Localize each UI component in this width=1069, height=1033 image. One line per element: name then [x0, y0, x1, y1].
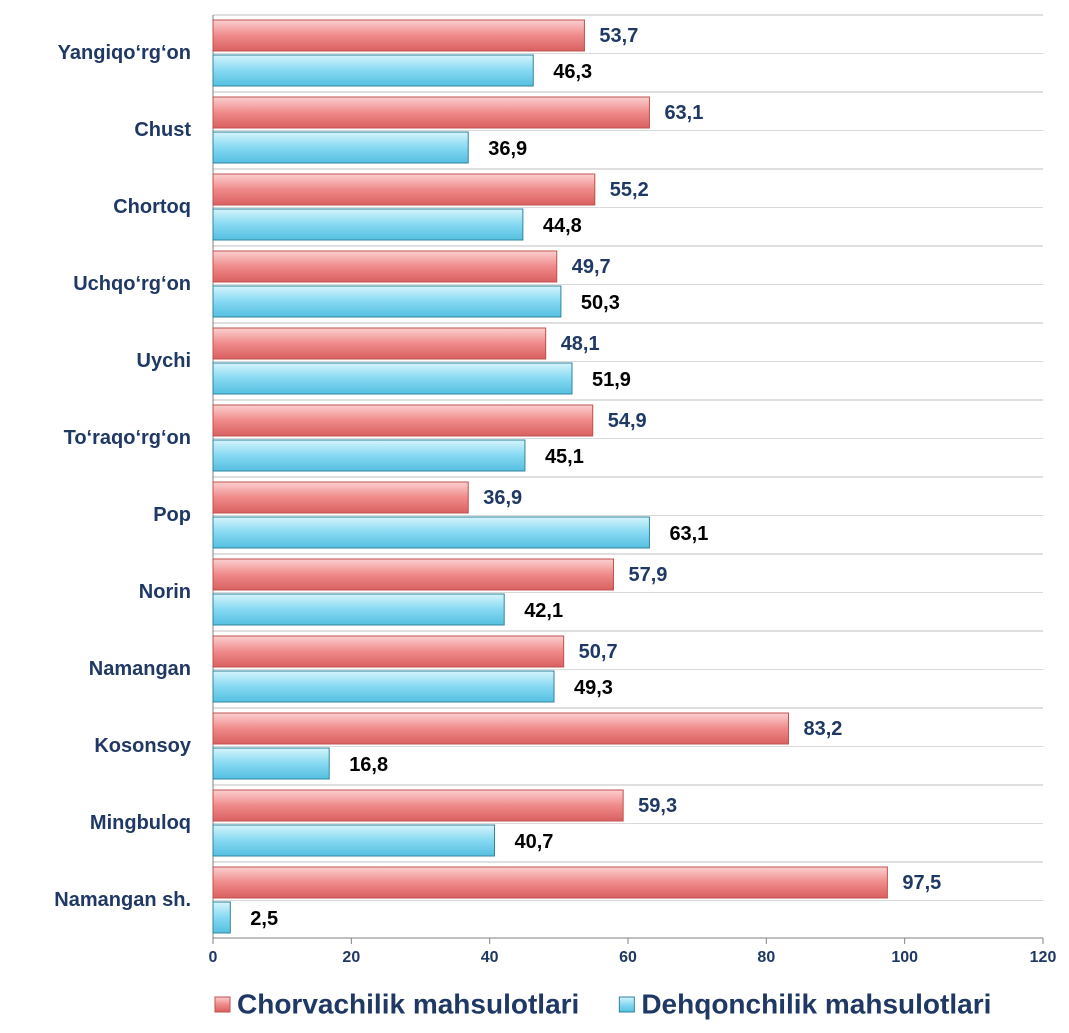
- category-label: Norin: [139, 581, 191, 603]
- bar: [212, 558, 614, 591]
- x-tick-label: 60: [619, 949, 637, 966]
- value-label: 44,8: [543, 215, 582, 237]
- x-tick-label: 120: [1030, 949, 1057, 966]
- category-label: Chust: [134, 119, 191, 141]
- x-tick-label: 100: [891, 949, 918, 966]
- bar: [212, 593, 505, 626]
- bar: [212, 635, 565, 668]
- category-label: Namangan sh.: [54, 889, 191, 911]
- legend-swatch: [214, 996, 231, 1013]
- bar: [212, 54, 534, 87]
- x-tick-label: 80: [757, 949, 775, 966]
- value-label: 53,7: [599, 25, 638, 47]
- value-label: 63,1: [669, 523, 708, 545]
- value-label: 49,3: [574, 677, 613, 699]
- value-label: 40,7: [515, 831, 554, 853]
- bar: [212, 250, 558, 283]
- bar: [212, 285, 562, 318]
- bar: [212, 96, 650, 129]
- x-tick-label: 40: [481, 949, 499, 966]
- legend-swatch: [618, 996, 635, 1013]
- category-label: Yangiqo‘rg‘on: [58, 42, 191, 64]
- value-label: 59,3: [638, 795, 677, 817]
- category-label: Kosonsoy: [94, 735, 192, 757]
- value-label: 63,1: [664, 102, 703, 124]
- value-label: 45,1: [545, 446, 584, 468]
- value-label: 51,9: [592, 369, 631, 391]
- bar: [212, 173, 596, 206]
- value-label: 36,9: [483, 487, 522, 509]
- value-label: 42,1: [524, 600, 563, 622]
- category-label: Uchqo‘rg‘on: [73, 273, 191, 295]
- bar: [212, 362, 573, 395]
- bar: [212, 208, 524, 241]
- x-tick-label: 20: [342, 949, 360, 966]
- category-label: Namangan: [89, 658, 191, 680]
- bar: [212, 901, 231, 934]
- value-label: 2,5: [250, 908, 278, 930]
- category-label: Chortoq: [113, 196, 191, 218]
- bar: [212, 712, 789, 745]
- value-label: 50,3: [581, 292, 620, 314]
- legend-label: Chorvachilik mahsulotlari: [237, 988, 579, 1019]
- value-label: 55,2: [610, 179, 649, 201]
- bar: [212, 866, 888, 899]
- value-label: 57,9: [628, 564, 667, 586]
- category-label: To‘raqo‘rg‘on: [64, 427, 191, 449]
- bar: [212, 19, 585, 52]
- bar: [212, 516, 650, 549]
- bar: [212, 670, 555, 703]
- category-label: Pop: [153, 504, 191, 526]
- x-tick-label: 0: [209, 949, 218, 966]
- value-label: 36,9: [488, 138, 527, 160]
- bar: [212, 327, 547, 360]
- value-label: 54,9: [608, 410, 647, 432]
- category-label: Uychi: [137, 350, 191, 372]
- value-label: 50,7: [579, 641, 618, 663]
- bar: [212, 481, 469, 514]
- value-label: 16,8: [349, 754, 388, 776]
- category-label: Mingbuloq: [90, 812, 191, 834]
- value-label: 49,7: [572, 256, 611, 278]
- bar: [212, 747, 330, 780]
- value-label: 97,5: [902, 872, 941, 894]
- value-label: 48,1: [561, 333, 600, 355]
- bar: [212, 439, 526, 472]
- bar: [212, 789, 624, 822]
- bar: [212, 404, 594, 437]
- bar: [212, 131, 469, 164]
- bar: [212, 824, 496, 857]
- value-label: 83,2: [803, 718, 842, 740]
- value-label: 46,3: [553, 61, 592, 83]
- legend-label: Dehqonchilik mahsulotlari: [641, 988, 991, 1019]
